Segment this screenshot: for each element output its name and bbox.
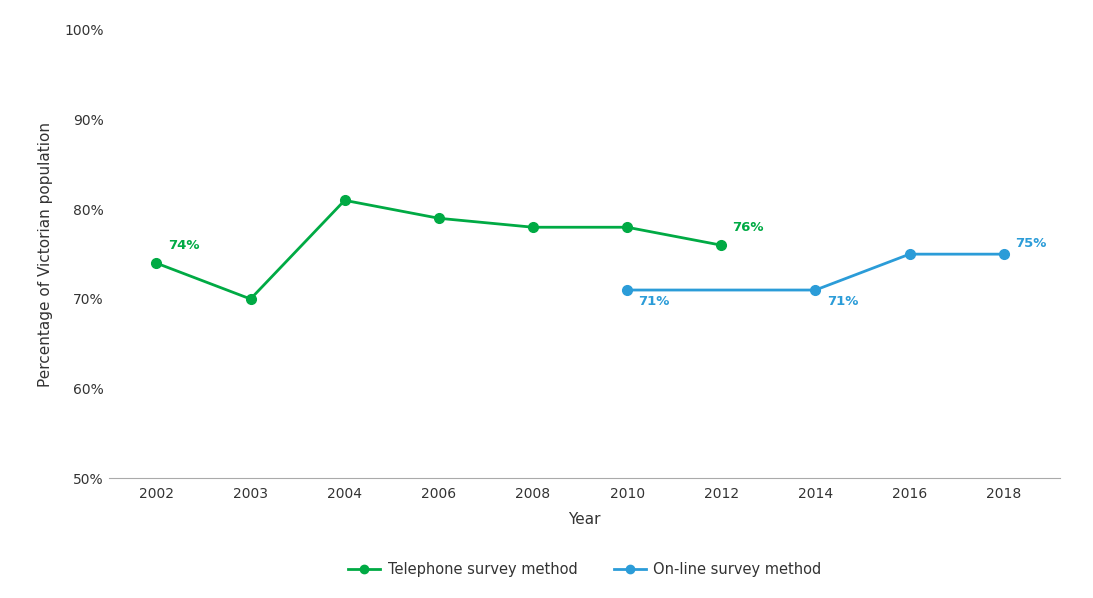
- Text: 76%: 76%: [732, 221, 764, 234]
- Text: 74%: 74%: [167, 239, 199, 252]
- Y-axis label: Percentage of Victorian population: Percentage of Victorian population: [38, 121, 54, 387]
- X-axis label: Year: Year: [568, 512, 601, 527]
- Text: 75%: 75%: [1015, 237, 1046, 250]
- Text: 71%: 71%: [638, 295, 670, 307]
- Legend: Telephone survey method, On-line survey method: Telephone survey method, On-line survey …: [342, 557, 827, 583]
- Text: 71%: 71%: [826, 295, 858, 307]
